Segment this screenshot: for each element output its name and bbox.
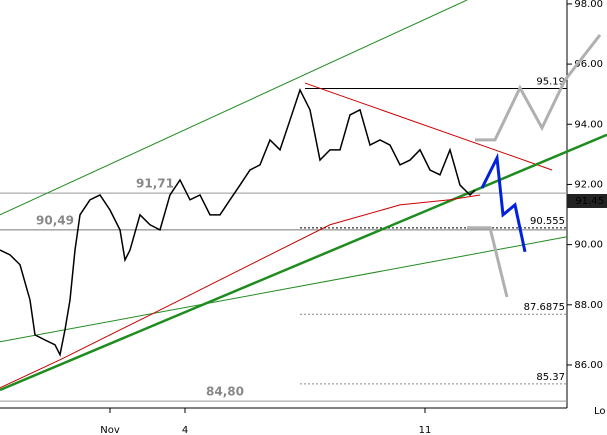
main-trendline	[0, 133, 607, 392]
x-tick-label: 11	[419, 425, 432, 435]
projection	[475, 33, 602, 142]
x-tick-label: Nov	[100, 425, 120, 435]
y-tick-label: 88.00	[574, 300, 603, 311]
level-label: 90,49	[36, 213, 74, 227]
y-tick-label: 90.00	[574, 240, 603, 251]
level-label: 90.555	[530, 216, 565, 227]
last-price-box	[567, 193, 607, 208]
price-line	[0, 88, 476, 358]
projection	[467, 226, 509, 298]
trendline	[304, 82, 553, 171]
trendline	[0, 236, 568, 343]
level-label: 85.37	[536, 372, 565, 383]
level-label: 95.19	[536, 76, 565, 87]
y-tick-label: 86.00	[574, 360, 603, 371]
level-label: 84,80	[206, 385, 244, 399]
corner-text: Lo	[594, 406, 606, 417]
y-tick-label: 94.00	[574, 119, 603, 130]
x-tick-label: 4	[182, 425, 188, 435]
moving-average	[0, 194, 481, 389]
y-tick-label: 96.00	[574, 59, 603, 70]
y-tick-label: 98.00	[574, 0, 603, 10]
last-price-label: 91.45	[575, 196, 604, 207]
trendline	[0, 0, 468, 216]
projection	[480, 152, 527, 253]
y-tick-label: 92.00	[574, 179, 603, 190]
level-label: 91,71	[136, 177, 174, 191]
level-label: 87.6875	[524, 302, 565, 313]
